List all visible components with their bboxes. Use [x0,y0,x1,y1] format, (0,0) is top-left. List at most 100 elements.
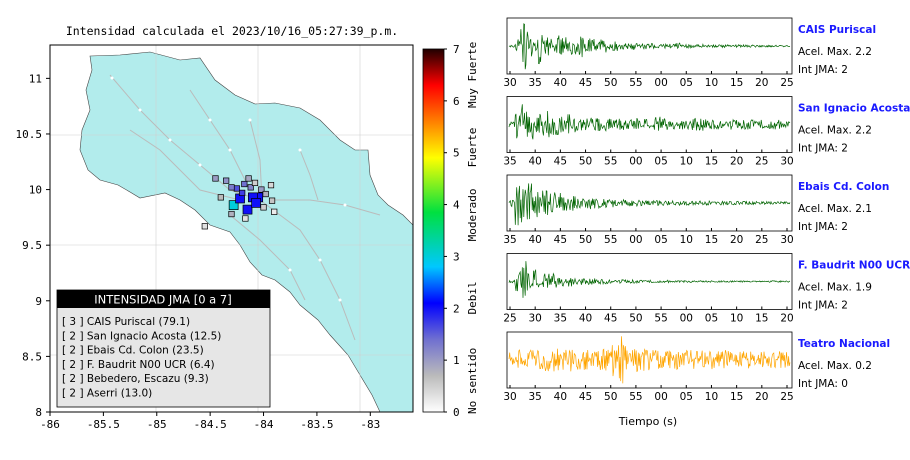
colorbar-tick-5: 5 [453,147,460,160]
waveform-tick: 00 [629,234,642,246]
waveform-panel: 35 40 45 50 55 00 05 10 15 20 25 30 San Ignacio Acos… [503,96,910,168]
map-x-tick-1: -85.5 [87,418,120,431]
map-y-ticks: 11 10.5 10 9.5 9 8.5 8 [16,72,50,419]
waveform-tick: 50 [604,391,617,403]
legend-header: INTENSIDAD JMA [0 a 7] [94,293,231,307]
station-int: Int JMA: 2 [798,64,848,76]
waveform-tick: 00 [629,156,642,168]
waveform-tick: 35 [503,156,516,168]
waveform-tick: 30 [503,77,516,89]
waveform-tick: 35 [503,234,516,246]
waveform-tick: 50 [579,156,592,168]
station-marker [228,210,235,218]
station-int: Int JMA: 2 [798,300,848,312]
station-marker [260,204,267,211]
map-x-ticks: -86 -85.5 -85 -84.5 -84 -83.5 -83 [40,412,380,431]
station-marker [242,204,253,215]
waveform-tick: 10 [705,77,718,89]
station-marker [223,177,230,184]
station-accel: Acel. Max. 0.2 [798,360,872,372]
station-marker [228,200,239,210]
waveform-trace [508,261,791,298]
station-accel: Acel. Max. 2.1 [798,203,872,215]
map-y-tick-5: 8.5 [22,350,42,363]
map-x-tick-0: -86 [40,418,60,431]
waveform-tick: 05 [680,391,693,403]
waveform-tick: 40 [554,77,567,89]
map-title: Intensidad calculada el 2023/10/16_05:27… [66,24,398,38]
waveform-tick: 45 [579,391,592,403]
waveform-tick: 55 [629,391,642,403]
waveform-tick: 05 [680,77,693,89]
station-marker [239,189,246,197]
station-name: Teatro Nacional [798,338,890,350]
station-marker [242,215,249,222]
waveform-tick: 50 [579,234,592,246]
waveform-tick: 55 [629,77,642,89]
station-marker [201,223,208,230]
intensity-colorbar: 0 1 2 3 4 5 6 7 No sentido Debil Moderado Fuerte Mu… [422,42,479,419]
waveform-tick: 45 [604,313,617,325]
colorbar-tick-7: 7 [453,43,460,56]
station-marker [241,180,248,188]
station-marker [268,197,276,204]
legend-item: [ 2 ] Ebais Cd. Colon (23.5) [62,345,204,357]
waveform-tick: 15 [705,156,718,168]
station-name: CAIS Puriscal [798,24,876,36]
colorbar-tick-4: 4 [453,199,460,212]
waveform-tick: 40 [579,313,592,325]
legend-item: [ 2 ] Bebedero, Escazu (9.3) [62,373,209,385]
map-y-tick-3: 9.5 [22,239,42,252]
legend-item: [ 2 ] F. Baudrit N00 UCR (6.4) [62,359,215,371]
waveform-tick: 20 [780,313,793,325]
colorbar-tick-1: 1 [453,354,460,367]
legend-item: [ 3 ] CAIS Puriscal (79.1) [62,316,190,328]
waveform-trace [508,336,791,384]
map-x-tick-2: -85 [147,418,167,431]
station-marker [251,179,259,187]
map-x-tick-6: -83 [360,418,380,431]
waveform-panel: 30 35 40 45 50 55 00 05 10 15 20 25 Teatro Nacional A… [503,331,890,403]
waveform-tick: 35 [554,313,567,325]
map-y-tick-1: 10.5 [16,128,43,141]
waveform-tick: 25 [780,391,793,403]
waveform-tick: 15 [730,391,743,403]
waveform-tick: 55 [604,234,617,246]
waveform-tick: 35 [528,391,541,403]
waveform-tick: 30 [528,313,541,325]
map-y-tick-2: 10 [29,184,42,197]
colorbar-label-2: Moderado [466,188,479,241]
waveform-tick: 15 [730,77,743,89]
waveform-tick: 40 [528,156,541,168]
waveform-tick: 50 [604,77,617,89]
waveform-tick: 25 [755,234,768,246]
waveform-tick: 15 [705,234,718,246]
station-marker [262,190,269,198]
waveform-tick: 20 [755,391,768,403]
waveform-trace [508,183,791,226]
station-accel: Acel. Max. 2.2 [798,125,872,137]
waveform-tick: 00 [680,313,693,325]
waveform-tick: 30 [780,156,793,168]
station-marker [251,198,261,208]
waveform-trace [508,23,791,70]
waveform-tick: 10 [680,234,693,246]
station-marker [247,184,254,191]
map-y-tick-4: 9 [35,295,42,308]
legend-item: [ 2 ] San Ignacio Acosta (12.5) [62,330,221,342]
station-marker [233,185,240,192]
waveform-tick: 40 [528,234,541,246]
waveform-tick: 55 [654,313,667,325]
map-y-tick-0: 11 [29,72,42,85]
station-marker [212,175,219,182]
station-name: F. Baudrit N00 UCR [798,260,910,272]
waveform-panel: 30 35 40 45 50 55 00 05 10 15 20 25 CAIS Puriscal Ace… [503,17,876,89]
station-marker [217,194,224,201]
colorbar-tick-6: 6 [453,95,460,108]
waveform-tick: 45 [554,156,567,168]
map-x-tick-4: -84 [254,418,274,431]
waveform-tick: 10 [680,156,693,168]
colorbar-label-1: Debil [466,281,479,314]
map-y-tick-6: 8 [35,406,42,419]
colorbar-label-0: No sentido [466,348,479,414]
